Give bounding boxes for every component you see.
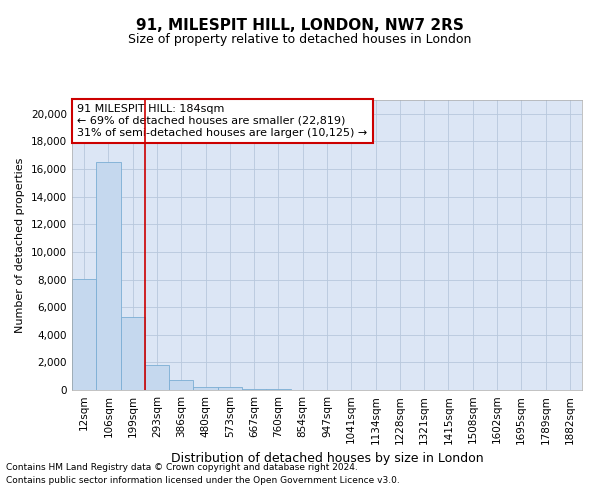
Bar <box>72 279 96 390</box>
Y-axis label: Number of detached properties: Number of detached properties <box>16 158 25 332</box>
Text: Contains public sector information licensed under the Open Government Licence v3: Contains public sector information licen… <box>6 476 400 485</box>
Bar <box>96 162 121 390</box>
X-axis label: Distribution of detached houses by size in London: Distribution of detached houses by size … <box>170 452 484 465</box>
Text: Size of property relative to detached houses in London: Size of property relative to detached ho… <box>128 32 472 46</box>
Bar <box>145 365 169 390</box>
Bar <box>242 388 266 390</box>
Text: 91, MILESPIT HILL, LONDON, NW7 2RS: 91, MILESPIT HILL, LONDON, NW7 2RS <box>136 18 464 32</box>
Text: 91 MILESPIT HILL: 184sqm
← 69% of detached houses are smaller (22,819)
31% of se: 91 MILESPIT HILL: 184sqm ← 69% of detach… <box>77 104 367 138</box>
Bar <box>121 317 145 390</box>
Bar <box>266 388 290 390</box>
Bar <box>193 386 218 390</box>
Text: Contains HM Land Registry data © Crown copyright and database right 2024.: Contains HM Land Registry data © Crown c… <box>6 464 358 472</box>
Bar <box>218 386 242 390</box>
Bar <box>169 380 193 390</box>
